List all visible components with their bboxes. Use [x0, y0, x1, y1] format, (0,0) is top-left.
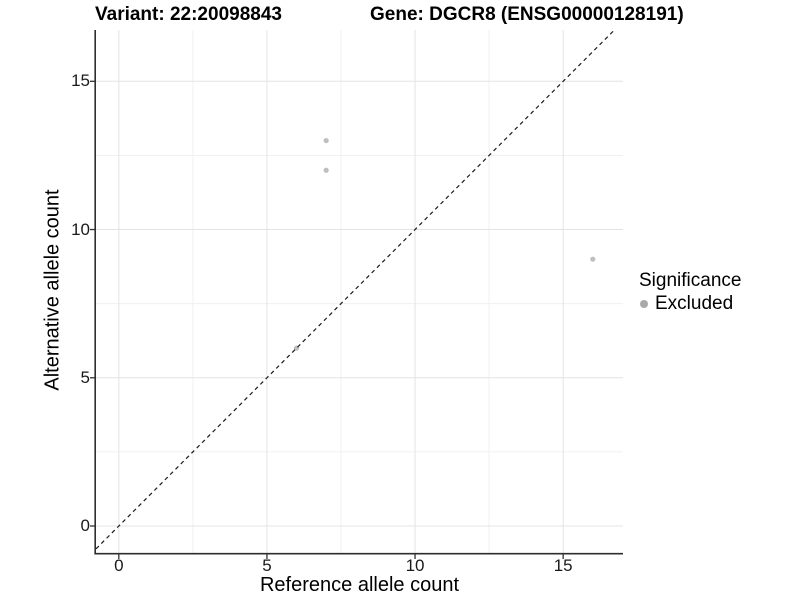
data-point [323, 137, 329, 144]
variant-title: Variant: 22:20098843 [95, 4, 282, 25]
legend-title: Significance [639, 270, 742, 291]
x-tick-label: 0 [114, 556, 124, 575]
y-tick-label: 0 [80, 516, 90, 536]
legend-key-dot-icon [640, 300, 648, 308]
y-tick-label: 15 [71, 71, 90, 91]
gene-title: Gene: DGCR8 (ENSG00000128191) [370, 4, 684, 25]
x-tick-label: 5 [262, 556, 272, 575]
x-tick-label: 10 [405, 556, 425, 575]
legend: Significance Excluded [639, 271, 741, 314]
y-tick-label: 10 [71, 219, 90, 239]
identity-reference-line [95, 29, 615, 550]
data-point [323, 167, 329, 173]
x-tick-label: 15 [553, 556, 573, 575]
y-tick-label: 5 [80, 367, 90, 387]
x-axis-title: Reference allele count [259, 574, 459, 596]
data-point [590, 256, 596, 262]
legend-item-excluded: Excluded [640, 294, 741, 314]
legend-item-label: Excluded [655, 293, 734, 314]
